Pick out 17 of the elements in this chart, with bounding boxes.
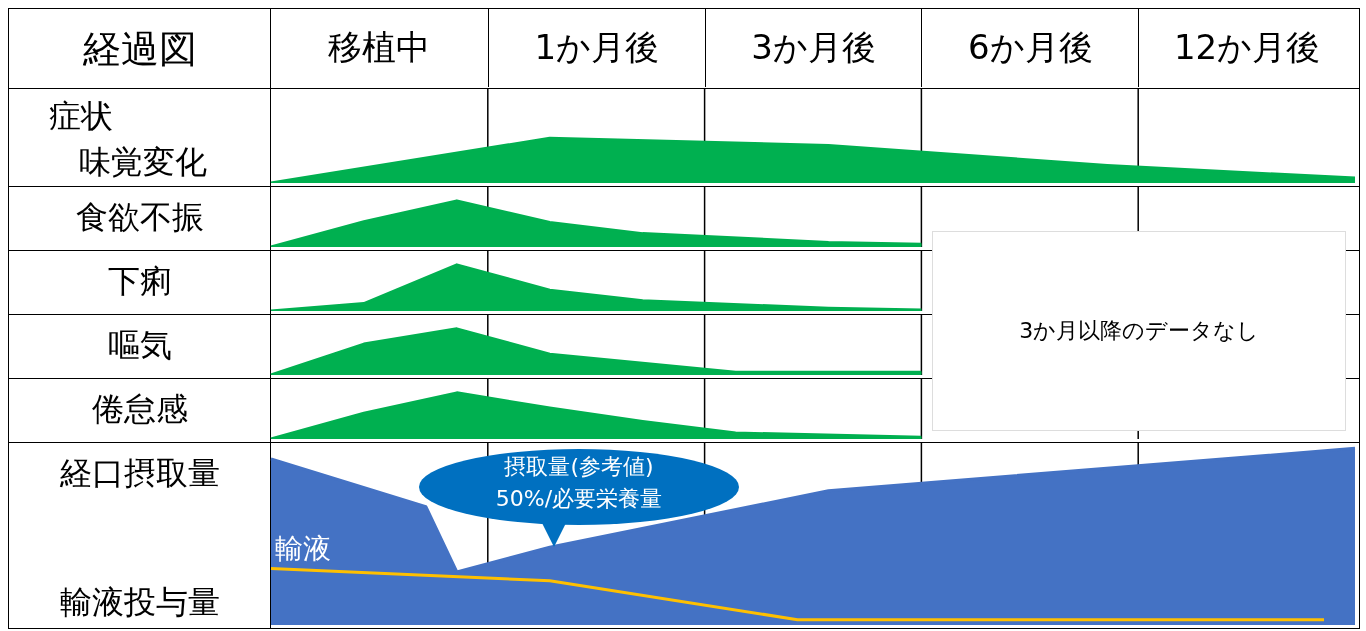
text: 1か月後 [487, 9, 705, 87]
text: 3か月後 [704, 9, 922, 87]
y-axis-title: 食欲不振 [9, 187, 271, 249]
text: 経過図 [9, 9, 271, 89]
y-axis-title: 経口摂取量 [59, 453, 221, 494]
note-box: 3か月以降のデータなし [932, 231, 1347, 431]
y2-axis-title: 輸液投与量 [59, 582, 221, 623]
chart-subtitle: 症状 [49, 96, 114, 137]
annotation: 摂取量(参考値) 50%/必要栄養量 [494, 453, 664, 513]
y-axis-title: 嘔気 [9, 315, 271, 377]
text: 12か月後 [1138, 9, 1355, 87]
text: 6か月後 [921, 9, 1139, 87]
text: 移植中 [327, 26, 432, 69]
series-label: 輸液 [275, 532, 331, 566]
y-axis-title: 下痢 [9, 251, 271, 313]
y-axis-title: 味覚変化 [78, 142, 207, 183]
y-axis-title: 倦怠感 [9, 379, 271, 441]
